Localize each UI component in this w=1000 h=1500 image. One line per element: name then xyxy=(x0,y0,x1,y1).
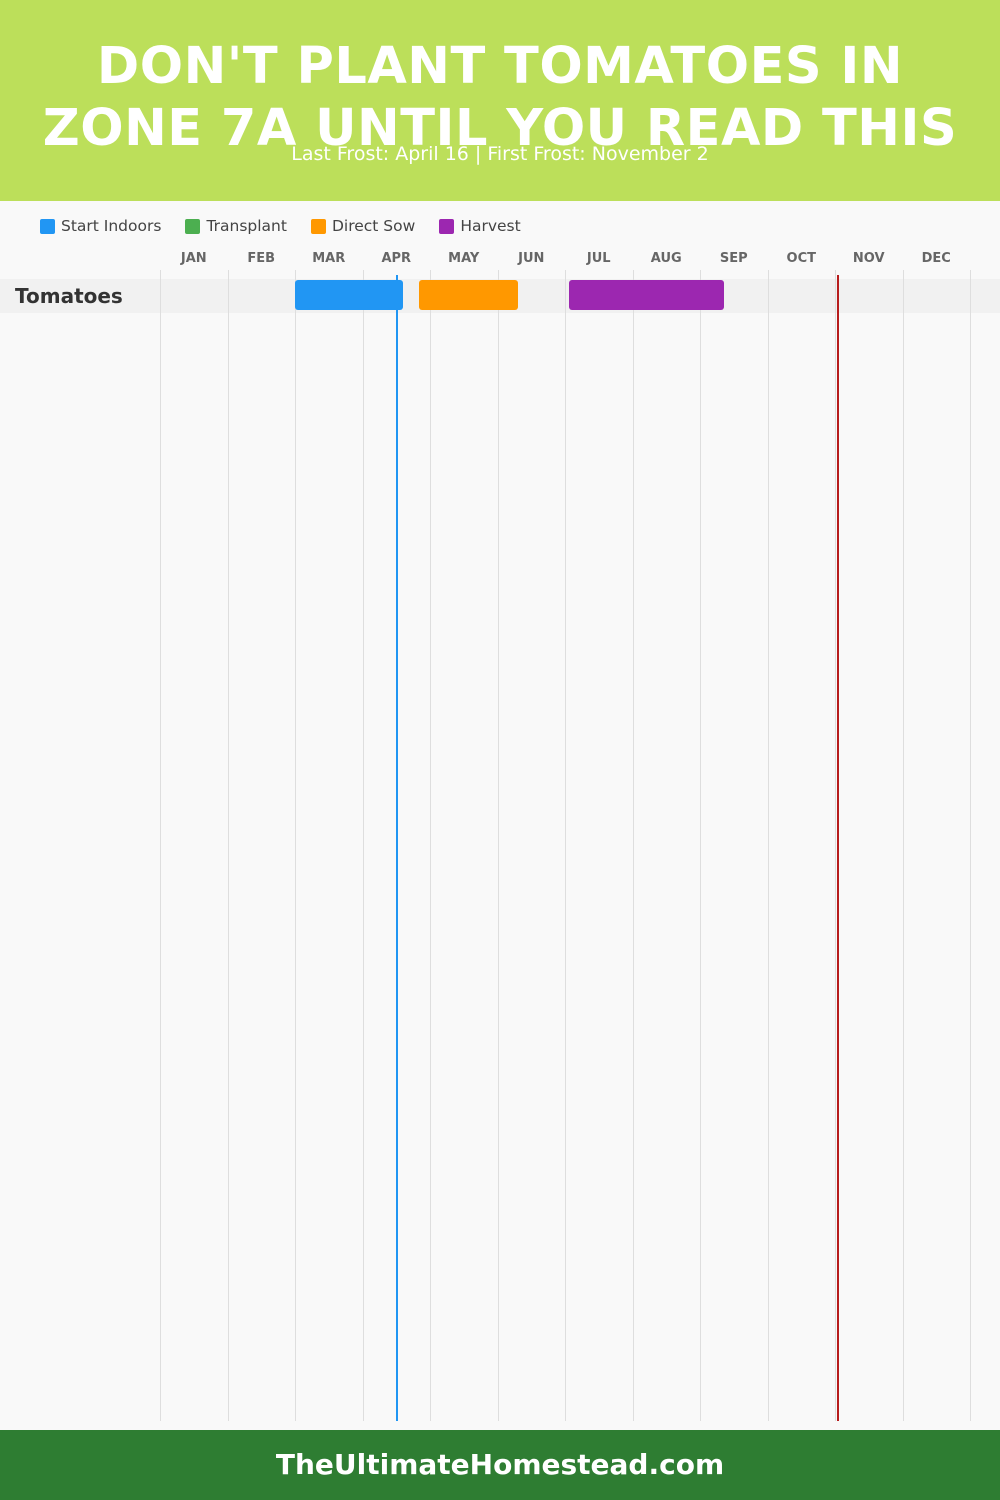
legend-swatch-direct-sow xyxy=(310,218,326,234)
month-label-apr: APR xyxy=(381,251,412,266)
month-label-aug: AUG xyxy=(650,251,682,266)
month-gridline xyxy=(160,270,161,1421)
website-link[interactable]: TheUltimateHomestead.com xyxy=(275,1448,725,1481)
legend-label-harvest: Harvest xyxy=(460,217,521,235)
month-label-dec: DEC xyxy=(921,251,951,266)
bar-start-indoors xyxy=(295,280,403,310)
legend-swatch-harvest xyxy=(439,218,455,234)
month-label-jun: JUN xyxy=(518,251,545,266)
legend-label-start-indoors: Start Indoors xyxy=(61,217,162,235)
crop-label: Tomatoes xyxy=(15,284,123,308)
legend-label-transplant: Transplant xyxy=(206,217,287,235)
legend-swatch-transplant xyxy=(185,218,201,234)
month-label-jul: JUL xyxy=(586,251,611,266)
first-frost-line xyxy=(837,275,839,1421)
page-title: DON'T PLANT TOMATOES IN ZONE 7A UNTIL YO… xyxy=(42,37,958,158)
last-frost-line xyxy=(396,275,398,1421)
month-gridline xyxy=(565,270,566,1421)
month-gridline xyxy=(363,270,364,1421)
month-gridline xyxy=(228,270,229,1421)
bar-direct-sow xyxy=(419,280,518,310)
month-gridline xyxy=(903,270,904,1421)
chart-legend: Start Indoors Transplant Direct Sow Harvest xyxy=(40,214,545,238)
legend-label-direct-sow: Direct Sow xyxy=(331,217,416,235)
month-gridline xyxy=(700,270,701,1421)
month-gridline xyxy=(835,270,836,1421)
month-label-sep: SEP xyxy=(719,251,748,266)
month-label-nov: NOV xyxy=(852,251,885,266)
footer-banner[interactable]: TheUltimateHomestead.com xyxy=(0,1430,1000,1500)
month-gridline xyxy=(430,270,431,1421)
month-gridline xyxy=(768,270,769,1421)
frost-dates-subtitle: Last Frost: April 16 | First Frost: Nove… xyxy=(291,143,709,165)
month-label-oct: OCT xyxy=(786,251,816,266)
header-banner: DON'T PLANT TOMATOES IN ZONE 7A UNTIL YO… xyxy=(0,0,1000,201)
bar-harvest xyxy=(569,280,724,310)
month-gridline xyxy=(970,270,971,1421)
month-label-jan: JAN xyxy=(180,251,207,266)
month-label-mar: MAR xyxy=(312,251,346,266)
month-gridline xyxy=(633,270,634,1421)
month-label-feb: FEB xyxy=(247,251,276,266)
month-gridline xyxy=(498,270,499,1421)
legend-item-transplant: Transplant xyxy=(185,217,287,235)
legend-item-start-indoors: Start Indoors xyxy=(40,217,161,235)
month-label-may: MAY xyxy=(448,251,480,266)
legend-item-direct-sow: Direct Sow xyxy=(310,217,416,235)
month-gridline xyxy=(295,270,296,1421)
legend-item-harvest: Harvest xyxy=(439,217,521,235)
legend-swatch-start-indoors xyxy=(40,218,55,234)
